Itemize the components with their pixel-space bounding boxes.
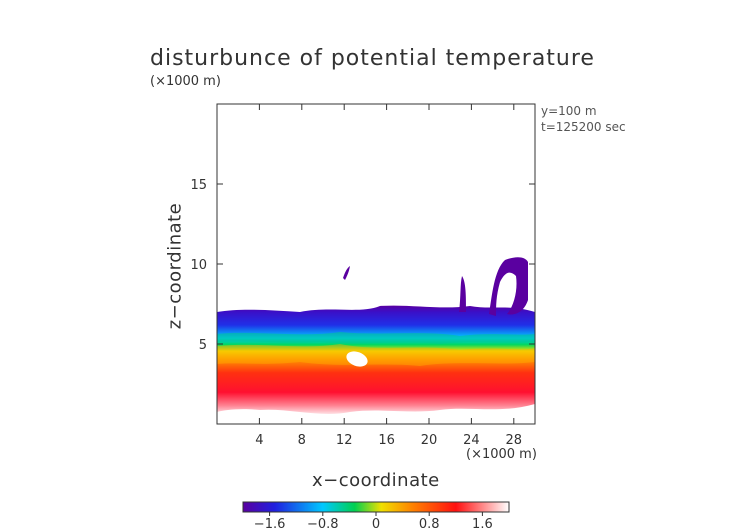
x-tick-label: 16	[378, 433, 395, 448]
x-tick-label: 8	[298, 433, 306, 448]
chart-title: disturbunce of potential temperature	[150, 46, 595, 71]
y-ticks: 5 10 15	[190, 178, 535, 353]
colorbar-tick-label: 0.8	[419, 517, 440, 532]
colorbar-ticks: −1.6 −0.8 0 0.8 1.6	[254, 512, 493, 532]
colorbar-tick-label: 1.6	[472, 517, 493, 532]
y-tick-label: 15	[190, 178, 207, 193]
x-scale-label: (×1000 m)	[466, 447, 537, 462]
colorbar-tick-label: −1.6	[254, 517, 286, 532]
colorbar-tick-label: −0.8	[307, 517, 339, 532]
x-tick-label: 24	[463, 433, 480, 448]
field-layer	[217, 257, 535, 414]
x-tick-label: 4	[255, 433, 263, 448]
x-ticks: 4 8 12 16 20 24 28	[255, 104, 522, 448]
y-tick-label: 5	[199, 338, 207, 353]
colorbar-tick-label: 0	[372, 517, 380, 532]
x-axis-label: x−coordinate	[312, 470, 440, 491]
annotation-time: t=125200 sec	[541, 120, 626, 134]
x-tick-label: 28	[506, 433, 523, 448]
temperature-field	[217, 305, 535, 414]
annotation-y: y=100 m	[541, 104, 597, 118]
y-scale-label: (×1000 m)	[150, 74, 221, 89]
x-tick-label: 12	[336, 433, 353, 448]
y-tick-label: 10	[190, 258, 207, 273]
x-tick-label: 20	[421, 433, 438, 448]
colorbar	[242, 501, 510, 513]
